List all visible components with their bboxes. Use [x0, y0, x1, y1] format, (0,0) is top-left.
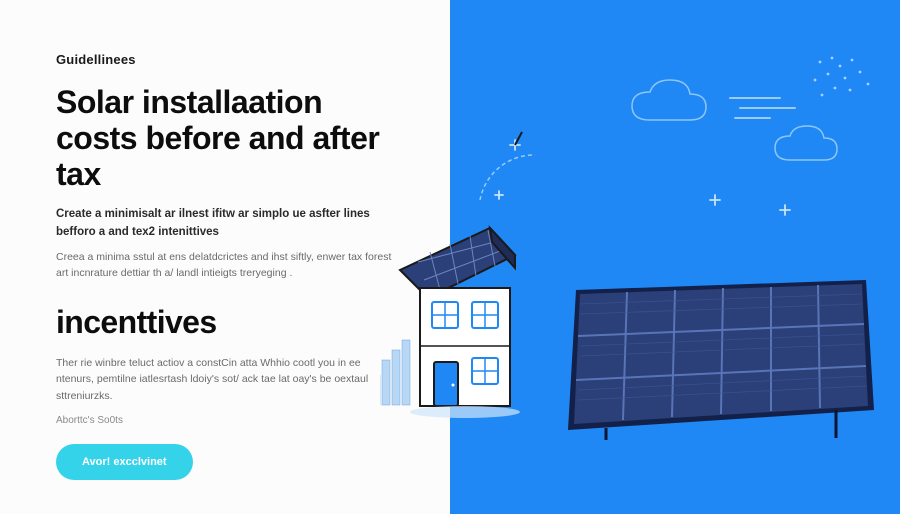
eyebrow-label: Guidellinees — [56, 52, 408, 67]
house-illustration — [380, 210, 530, 430]
bar-chart-icon — [380, 340, 410, 405]
secondary-headline: incenttives — [56, 304, 408, 341]
subtext-primary: Create a minimisalt ar ilnest ifitw ar s… — [56, 206, 396, 241]
cloud-icon — [775, 126, 837, 160]
main-headline: Solar installaation costs before and aft… — [56, 85, 408, 192]
subtext-secondary: Creea a minima sstul at ens delatdcricte… — [56, 249, 396, 282]
cta-button[interactable]: Avor! excclvinet — [56, 444, 193, 480]
solar-panel-array — [566, 240, 876, 440]
meta-label: Aborttc's So0ts — [56, 415, 408, 426]
cloud-icon — [632, 80, 706, 120]
body-text: Ther rie winbre teluct actiov a constCin… — [56, 355, 376, 405]
